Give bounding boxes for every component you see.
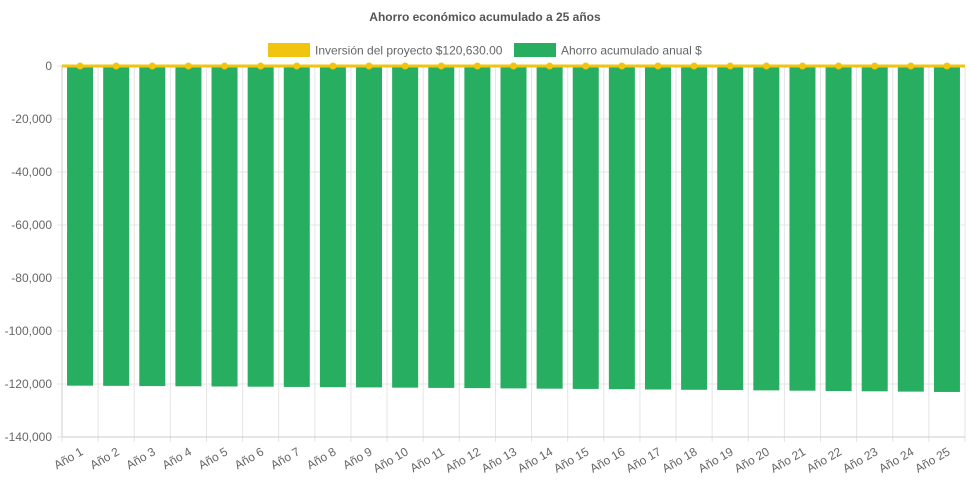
line-point[interactable] (473, 62, 481, 70)
bar[interactable] (428, 66, 455, 388)
bar[interactable] (933, 66, 960, 392)
line-point[interactable] (401, 62, 409, 70)
legend-swatch-investment[interactable] (268, 43, 310, 57)
line-point[interactable] (510, 62, 517, 70)
line-point[interactable] (365, 62, 373, 70)
line-point[interactable] (437, 62, 445, 70)
x-tick-label: Año 7 (268, 444, 302, 472)
y-tick-label: -140,000 (5, 430, 53, 444)
bar[interactable] (572, 66, 599, 389)
x-tick-label: Año 16 (587, 444, 627, 475)
x-tick-label: Año 18 (660, 444, 700, 475)
bar-series (67, 66, 960, 392)
line-point[interactable] (257, 62, 265, 70)
x-tick-label: Año 1 (51, 444, 85, 472)
bar[interactable] (536, 66, 563, 389)
x-tick-label: Año 19 (696, 444, 736, 475)
bar[interactable] (392, 66, 419, 388)
line-point[interactable] (871, 62, 879, 70)
line-point[interactable] (726, 62, 734, 70)
bar[interactable] (103, 66, 130, 386)
line-point[interactable] (618, 62, 626, 70)
x-tick-label: Año 8 (304, 444, 338, 472)
bar[interactable] (356, 66, 383, 388)
y-tick-label: 0 (45, 59, 52, 73)
line-point[interactable] (221, 62, 229, 70)
bar[interactable] (67, 66, 94, 386)
line-point[interactable] (293, 62, 301, 70)
y-axis: 0 -20,000 -40,000 -60,000 -80,000 -100,000 -12… (5, 59, 63, 444)
line-point[interactable] (546, 62, 554, 70)
x-tick-label: Año 12 (443, 444, 483, 475)
legend: Inversión del proyecto $120,630.00 Ahorr… (268, 43, 702, 58)
bar[interactable] (681, 66, 708, 390)
x-tick-label: Año 13 (479, 444, 519, 475)
bar[interactable] (247, 66, 274, 387)
x-tick-label: Año 5 (196, 444, 230, 472)
bar[interactable] (139, 66, 166, 387)
bar[interactable] (717, 66, 744, 391)
line-point[interactable] (798, 62, 806, 70)
x-tick-label: Año 9 (340, 444, 374, 472)
line-point[interactable] (148, 62, 156, 70)
bar[interactable] (644, 66, 671, 390)
x-tick-label: Año 2 (88, 444, 122, 472)
y-tick-label: -40,000 (11, 165, 52, 179)
line-point[interactable] (582, 62, 590, 70)
line-point[interactable] (112, 62, 120, 70)
x-tick-label: Año 6 (232, 444, 266, 472)
bar[interactable] (175, 66, 202, 387)
bar[interactable] (789, 66, 816, 391)
legend-label-investment[interactable]: Inversión del proyecto $120,630.00 (315, 44, 503, 58)
y-tick-label: -100,000 (5, 324, 53, 338)
x-tick-label: Año 25 (912, 444, 952, 475)
bar[interactable] (608, 66, 635, 390)
line-point[interactable] (907, 62, 915, 70)
bar[interactable] (283, 66, 310, 387)
x-tick-label: Año 11 (408, 444, 447, 475)
x-tick-label: Año 24 (876, 444, 916, 475)
x-tick-label: Año 17 (624, 444, 664, 475)
y-tick-label: -20,000 (11, 112, 52, 126)
line-point[interactable] (329, 62, 337, 70)
bar[interactable] (897, 66, 924, 392)
line-point[interactable] (762, 62, 770, 70)
chart-title: Ahorro económico acumulado a 25 años (369, 10, 601, 24)
bar[interactable] (319, 66, 346, 388)
line-series (62, 62, 965, 70)
bar[interactable] (464, 66, 491, 389)
bar[interactable] (500, 66, 527, 389)
x-tick-label: Año 20 (732, 444, 772, 475)
x-tick-label: Año 3 (124, 444, 158, 472)
x-tick-label: Año 4 (160, 444, 194, 472)
y-tick-label: -60,000 (11, 218, 52, 232)
x-tick-label: Año 22 (804, 444, 844, 475)
bar[interactable] (211, 66, 238, 387)
x-axis: Año 1 Año 2 Año 3 Año 4 Año 5 Año 6 Año 7 Año 8… (51, 436, 965, 476)
grid-lines (57, 65, 966, 442)
line-point[interactable] (184, 62, 192, 70)
bar[interactable] (825, 66, 852, 391)
bar[interactable] (861, 66, 888, 392)
line-point[interactable] (654, 62, 662, 70)
y-tick-label: -80,000 (11, 271, 52, 285)
y-tick-label: -120,000 (5, 377, 53, 391)
x-tick-label: Año 23 (840, 444, 880, 475)
x-tick-label: Año 15 (551, 444, 591, 475)
line-point[interactable] (76, 62, 84, 70)
x-tick-label: Año 10 (371, 444, 411, 475)
x-tick-label: Año 14 (515, 444, 555, 475)
x-tick-label: Año 21 (768, 444, 808, 475)
line-point[interactable] (943, 62, 951, 70)
legend-label-savings[interactable]: Ahorro acumulado anual $ (561, 44, 702, 58)
line-point[interactable] (835, 62, 843, 70)
line-point[interactable] (690, 62, 698, 70)
bar[interactable] (753, 66, 780, 391)
legend-swatch-savings[interactable] (514, 43, 556, 57)
